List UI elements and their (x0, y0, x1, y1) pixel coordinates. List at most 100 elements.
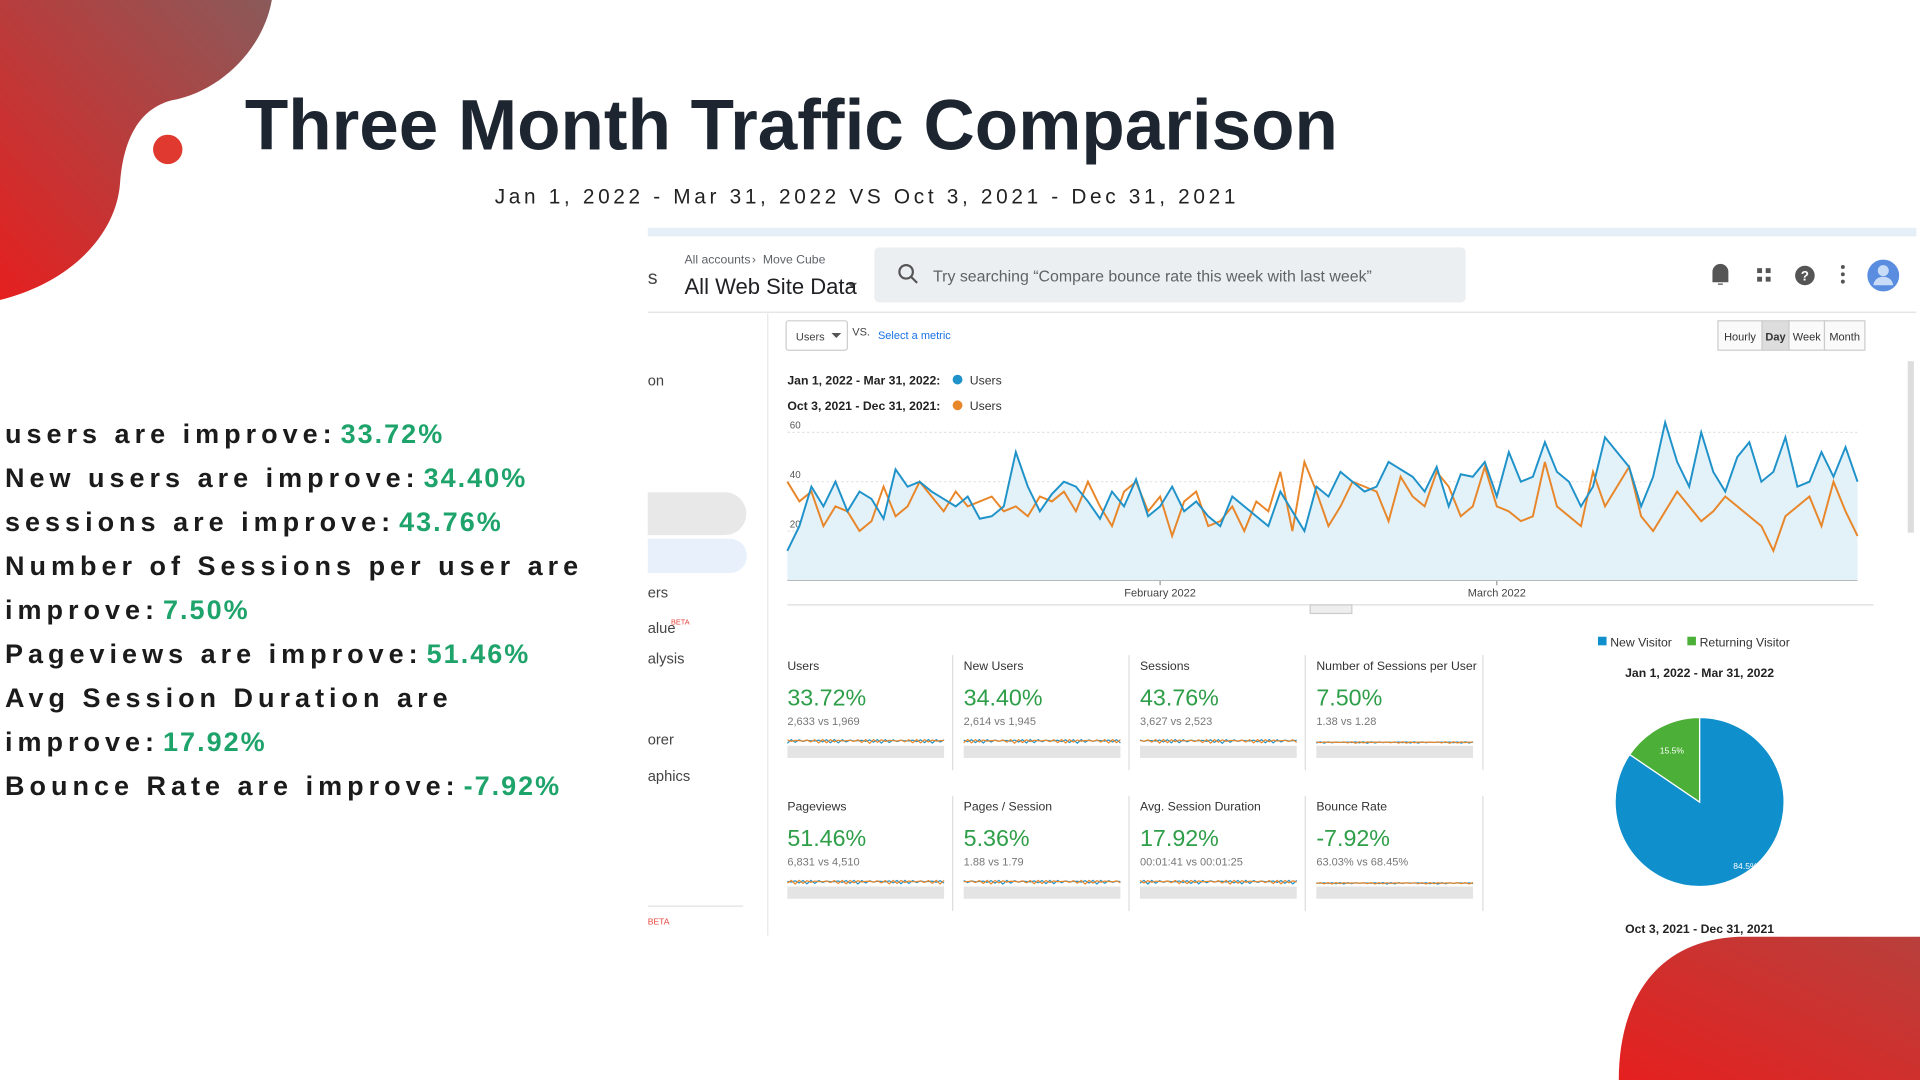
pie-label: 84.5% (1733, 861, 1758, 871)
breadcrumb: Move Cube (763, 252, 826, 266)
sparkline (787, 738, 945, 745)
dropdown-arrow (831, 333, 842, 338)
more-icon[interactable] (1840, 264, 1845, 284)
summary-item: Bounce Rate are improve: -7.92% (5, 764, 605, 808)
sidebar-label: ers (648, 586, 668, 602)
metric-comparison: 1.38 vs 1.28 (1316, 716, 1376, 728)
pie-slice (1628, 716, 1701, 804)
y-tick-label: 40 (790, 470, 801, 481)
summary-label: users are improve: (5, 419, 337, 449)
subtitle: Jan 1, 2022 - Mar 31, 2022 VS Oct 3, 202… (495, 185, 1239, 208)
bell-icon[interactable] (1712, 263, 1729, 285)
top-strip (647, 227, 1917, 237)
metric-change: 33.72% (787, 684, 866, 710)
title: Three Month Traffic Comparison (245, 86, 1338, 165)
legend-label: Jan 1, 2022 - Mar 31, 2022: (787, 373, 940, 387)
collapse-handle[interactable] (1309, 604, 1353, 615)
vs-label: VS. (852, 327, 870, 339)
summary-item: sessions are improve: 43.76% (5, 500, 605, 544)
sidebar (647, 313, 768, 936)
summary-item: Pageviews are improve: 51.46% (5, 632, 605, 676)
sparkline (1139, 879, 1297, 885)
summary-value: 51.46% (426, 639, 531, 669)
legend-swatch (1597, 636, 1607, 646)
metric-name: Bounce Rate (1316, 800, 1387, 814)
metric-comparison: 6,831 vs 4,510 (787, 857, 859, 869)
metric-name: New Users (964, 659, 1024, 673)
apps-icon[interactable] (1757, 268, 1771, 282)
summary-item: New users are improve: 34.40% (5, 456, 605, 500)
sparkline (1316, 741, 1474, 744)
breadcrumb: All accounts (684, 252, 750, 266)
range-button[interactable] (1717, 320, 1763, 351)
search-icon (898, 264, 914, 280)
summary: users are improve: 33.72% New users are im… (5, 412, 605, 808)
sidebar-label: alysis (648, 652, 685, 668)
sparkline (963, 738, 1121, 744)
sidebar-item[interactable] (647, 538, 747, 574)
select-metric[interactable]: Select a metric (878, 330, 951, 342)
app-name: s (648, 267, 658, 289)
summary-value: 33.72% (340, 419, 445, 449)
summary-label: Bounce Rate are improve: (5, 771, 460, 801)
sparkline (1316, 881, 1474, 885)
legend-label: Oct 3, 2021 - Dec 31, 2021: (787, 399, 940, 413)
search-box[interactable] (874, 247, 1466, 303)
sidebar-label: aphics (648, 769, 690, 785)
legend-swatch (952, 374, 963, 385)
range-label: Day (1765, 331, 1786, 343)
summary-item: users are improve: 33.72% (5, 412, 605, 456)
help-icon[interactable] (1795, 265, 1815, 286)
summary-value: 43.76% (399, 507, 503, 537)
summary-value: 7.50% (163, 595, 250, 625)
breadcrumb-sep: › (752, 252, 756, 266)
beta-badge: BETA (671, 617, 690, 626)
metric-name: Number of Sessions per User (1316, 659, 1476, 673)
range-button[interactable] (1761, 320, 1790, 351)
sparkline-bg (963, 745, 1121, 758)
sparkline-bg (1316, 745, 1474, 758)
range-label: Month (1829, 331, 1860, 343)
metric-change: 7.50% (1316, 684, 1382, 710)
series-line (786, 418, 1859, 552)
dropdown-arrow (847, 282, 858, 288)
metric-change: 17.92% (1140, 825, 1219, 851)
sparkline (787, 879, 945, 885)
avatar-body (1873, 276, 1894, 286)
summary-value: 17.92% (163, 727, 267, 757)
sparkline-bg (787, 745, 945, 758)
sparkline-bg (787, 886, 945, 899)
y-tick-label: 60 (790, 421, 801, 432)
metric-dropdown[interactable] (785, 320, 848, 351)
metric-change: -7.92% (1316, 825, 1390, 851)
x-tick-label: February 2022 (1124, 587, 1196, 599)
legend-entry: New Visitor (1610, 636, 1672, 650)
legend-entry: Users (970, 373, 1002, 387)
metric-change: 51.46% (787, 825, 866, 851)
scrollbar[interactable] (1907, 361, 1914, 533)
metric-comparison: 63.03% vs 68.45% (1316, 857, 1408, 869)
sparkline-bg (1140, 886, 1297, 899)
x-tick-label: March 2022 (1468, 587, 1526, 599)
legend-swatch (1687, 636, 1696, 646)
range-label: Week (1793, 331, 1821, 343)
metric-change: 34.40% (964, 684, 1043, 710)
metric-name: Pageviews (787, 800, 846, 814)
metric-change: 43.76% (1140, 684, 1219, 710)
search-placeholder: Try searching “Compare bounce rate this … (933, 269, 1372, 286)
summary-value: -7.92% (463, 771, 562, 801)
avatar-head (1877, 265, 1889, 277)
legend-swatch (952, 400, 963, 411)
view-selector[interactable]: All Web Site Data (684, 274, 857, 299)
summary-label: New users are improve: (5, 463, 420, 493)
summary-label: Pageviews are improve: (5, 639, 423, 669)
sparkline (963, 879, 1121, 885)
decor-blob (1618, 936, 1920, 1080)
metric-name: Users (787, 659, 819, 673)
range-button[interactable] (1823, 320, 1866, 351)
metric-select[interactable]: Users (796, 331, 825, 343)
sidebar-label: orer (648, 732, 674, 748)
summary-label: Number of Sessions per user are improve: (5, 551, 584, 625)
sidebar-item[interactable] (647, 492, 747, 536)
